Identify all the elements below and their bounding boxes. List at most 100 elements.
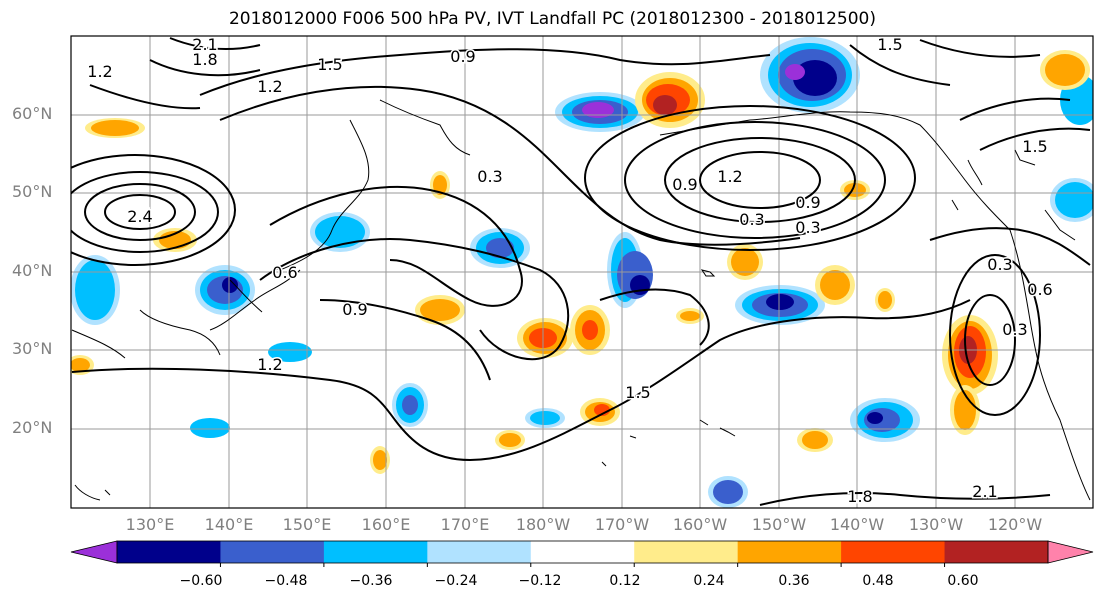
anomaly-blob	[373, 450, 387, 470]
colorbar-tick-label: −0.60	[179, 573, 223, 589]
colorbar	[70, 540, 1094, 567]
pv-anomaly-shading	[71, 37, 1093, 508]
coastlines	[71, 99, 1091, 501]
contour-label: 0.9	[795, 193, 820, 212]
contour-label: 0.3	[987, 255, 1012, 274]
lon-label: 160°W	[672, 515, 728, 534]
anomaly-blob	[820, 270, 850, 300]
colorbar-segment	[944, 541, 1049, 563]
contour-label: 0.3	[477, 167, 502, 186]
contour-label: 1.2	[717, 167, 742, 186]
anomaly-blob	[954, 390, 976, 430]
lon-label: 140°E	[204, 515, 254, 534]
lat-label: 40°N	[12, 261, 53, 280]
lon-label: 130°E	[125, 515, 175, 534]
anomaly-blob	[731, 248, 759, 276]
contour-label: 0.9	[342, 300, 367, 319]
colorbar-tick-label: 0.36	[778, 573, 810, 589]
lon-label: 140°W	[829, 515, 885, 534]
anomaly-blob	[91, 120, 139, 136]
anomaly-blob	[433, 175, 447, 195]
anomaly-blob	[268, 342, 312, 362]
contour-label: 0.3	[739, 210, 764, 229]
contour-label: 1.5	[625, 383, 650, 402]
anomaly-blob	[653, 95, 677, 115]
colorbar-segment	[323, 541, 428, 563]
contour-label: 0.3	[1002, 320, 1027, 339]
colorbar-segment	[634, 541, 739, 563]
anomaly-blob	[486, 238, 514, 258]
contour-label: 1.2	[257, 77, 282, 96]
anomaly-blob	[680, 311, 700, 321]
contour-label: 0.6	[1027, 280, 1052, 299]
colorbar-tick-label: −0.48	[264, 573, 308, 589]
colorbar-tick-label: −0.36	[349, 573, 393, 589]
pv-contours	[71, 37, 1091, 506]
colorbar-arrow-left	[70, 540, 118, 564]
anomaly-blob	[1045, 54, 1085, 86]
anomaly-blob	[71, 358, 90, 372]
anomaly-blob	[222, 277, 238, 293]
contour-labels: 0.91.21.51.82.12.40.30.60.91.21.51.8 2.10…	[86, 35, 1054, 508]
colorbar-frame	[116, 540, 1049, 564]
colorbar-segment	[841, 541, 946, 563]
contour-label: 0.3	[795, 218, 820, 237]
anomaly-blob	[582, 102, 614, 118]
contour-label: 1.8	[847, 487, 872, 506]
anomaly-blob	[766, 294, 794, 310]
colorbar-tick-label: −0.12	[518, 573, 562, 589]
colorbar-segment	[117, 541, 221, 563]
lon-label: 120°W	[987, 515, 1043, 534]
colorbar-tick-label: 0.48	[862, 573, 894, 589]
anomaly-blob	[190, 418, 230, 438]
lon-label: 170°W	[594, 515, 650, 534]
anomaly-blob	[1055, 182, 1093, 218]
contour-label: 1.2	[257, 355, 282, 374]
lat-label: 50°N	[12, 182, 53, 201]
anomaly-blob	[582, 320, 598, 340]
anomaly-blob	[878, 291, 892, 309]
contour-label: 1.2	[87, 62, 112, 81]
contour-label: 2.1	[972, 482, 997, 501]
contour-label: 0.9	[450, 47, 475, 66]
colorbar-tick-label: −0.24	[434, 573, 478, 589]
lon-label: 130°W	[908, 515, 964, 534]
anomaly-blob	[530, 411, 560, 425]
anomaly-blob	[802, 431, 828, 449]
contour-label: 1.5	[317, 55, 342, 74]
colorbar-segment	[530, 541, 635, 563]
lon-label: 150°W	[751, 515, 807, 534]
lat-label: 20°N	[12, 418, 53, 437]
anomaly-blob	[75, 260, 115, 320]
colorbar-arrow-right	[1047, 540, 1094, 564]
anomaly-blob	[402, 395, 418, 415]
anomaly-blob	[867, 412, 883, 424]
anomaly-blob	[499, 433, 521, 447]
contour-label: 1.5	[1022, 137, 1047, 156]
lon-label: 170°E	[440, 515, 490, 534]
contour-label: 0.9	[672, 175, 697, 194]
colorbar-tick-label: 0.24	[693, 573, 725, 589]
colorbar-tick-label: 0.60	[947, 573, 979, 589]
contour-label: 2.1	[192, 35, 217, 54]
lon-label: 160°E	[361, 515, 411, 534]
lat-label: 60°N	[12, 104, 53, 123]
map-frame	[70, 35, 1094, 509]
lat-label: 30°N	[12, 339, 53, 358]
colorbar-tick-label: 0.12	[609, 573, 641, 589]
map-title: 2018012000 F006 500 hPa PV, IVT Landfall…	[228, 9, 876, 29]
contour-label: 2.4	[127, 207, 152, 226]
anomaly-blob	[315, 216, 365, 248]
anomaly-blob	[785, 64, 805, 80]
lon-label: 180°W	[515, 515, 571, 534]
contour-label: 0.6	[272, 263, 297, 282]
colorbar-segment	[737, 541, 842, 563]
graticule	[71, 36, 1093, 508]
contour-label: 1.8	[192, 50, 217, 69]
contour-label: 1.5	[877, 35, 902, 54]
colorbar-segment	[427, 541, 532, 563]
anomaly-blob	[420, 299, 460, 321]
lon-label: 150°E	[282, 515, 332, 534]
colorbar-segment	[220, 541, 325, 563]
